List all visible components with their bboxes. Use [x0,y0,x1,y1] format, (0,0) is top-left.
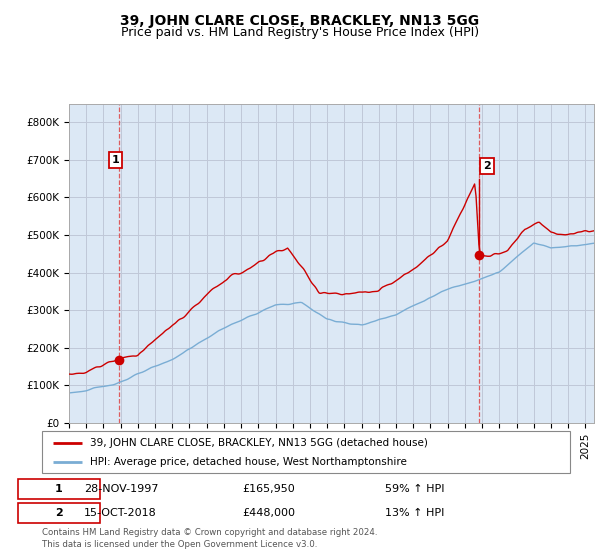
Text: 2: 2 [483,161,491,171]
Text: 13% ↑ HPI: 13% ↑ HPI [385,508,445,518]
Text: Price paid vs. HM Land Registry's House Price Index (HPI): Price paid vs. HM Land Registry's House … [121,26,479,39]
Text: 1: 1 [112,155,119,165]
Text: £448,000: £448,000 [242,508,296,518]
Text: HPI: Average price, detached house, West Northamptonshire: HPI: Average price, detached house, West… [89,457,406,467]
Text: 39, JOHN CLARE CLOSE, BRACKLEY, NN13 5GG (detached house): 39, JOHN CLARE CLOSE, BRACKLEY, NN13 5GG… [89,437,427,447]
Text: 59% ↑ HPI: 59% ↑ HPI [385,484,445,494]
Text: 39, JOHN CLARE CLOSE, BRACKLEY, NN13 5GG: 39, JOHN CLARE CLOSE, BRACKLEY, NN13 5GG [121,14,479,28]
Text: 15-OCT-2018: 15-OCT-2018 [84,508,157,518]
Text: 2: 2 [55,508,63,518]
FancyBboxPatch shape [18,503,100,523]
Text: £165,950: £165,950 [242,484,295,494]
Text: Contains HM Land Registry data © Crown copyright and database right 2024.
This d: Contains HM Land Registry data © Crown c… [42,528,377,549]
FancyBboxPatch shape [42,431,570,473]
FancyBboxPatch shape [18,479,100,499]
Text: 28-NOV-1997: 28-NOV-1997 [84,484,159,494]
Text: 1: 1 [55,484,63,494]
